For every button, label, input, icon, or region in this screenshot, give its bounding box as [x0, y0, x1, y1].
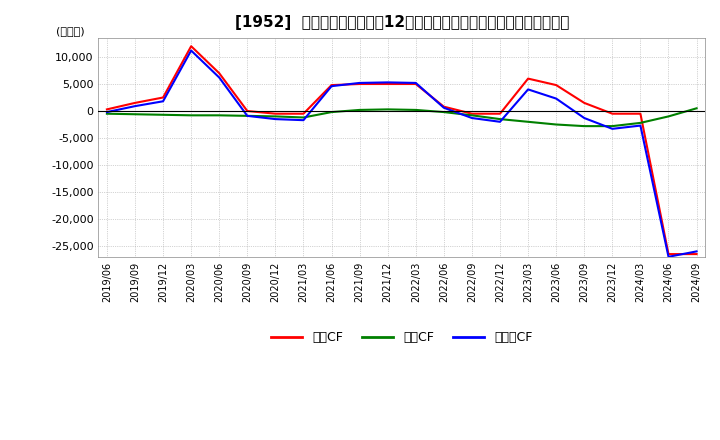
フリーCF: [186, 48, 195, 53]
営業CF: [411, 81, 420, 87]
営業CF: [383, 81, 392, 87]
投資CF: [439, 110, 448, 115]
フリーCF: [215, 75, 223, 80]
投資CF: [664, 114, 672, 119]
フリーCF: [608, 126, 616, 132]
投資CF: [102, 111, 111, 116]
フリーCF: [327, 84, 336, 89]
フリーCF: [271, 117, 279, 122]
営業CF: [355, 81, 364, 87]
フリーCF: [467, 115, 476, 121]
営業CF: [271, 111, 279, 116]
投資CF: [299, 115, 307, 120]
投資CF: [158, 112, 167, 117]
投資CF: [552, 122, 560, 127]
フリーCF: [636, 123, 644, 128]
営業CF: [186, 44, 195, 49]
フリーCF: [580, 115, 588, 121]
営業CF: [439, 104, 448, 109]
営業CF: [102, 107, 111, 112]
営業CF: [130, 100, 139, 106]
Line: 営業CF: 営業CF: [107, 46, 696, 254]
フリーCF: [158, 99, 167, 104]
Text: (百万円): (百万円): [56, 26, 85, 36]
フリーCF: [102, 110, 111, 115]
営業CF: [327, 82, 336, 88]
営業CF: [495, 111, 504, 116]
フリーCF: [664, 254, 672, 260]
投資CF: [608, 124, 616, 129]
投資CF: [215, 113, 223, 118]
投資CF: [580, 124, 588, 129]
フリーCF: [299, 117, 307, 123]
営業CF: [664, 251, 672, 257]
フリーCF: [552, 96, 560, 101]
投資CF: [327, 110, 336, 115]
営業CF: [523, 76, 532, 81]
投資CF: [186, 113, 195, 118]
営業CF: [243, 108, 251, 114]
営業CF: [580, 100, 588, 106]
Legend: 営業CF, 投資CF, フリーCF: 営業CF, 投資CF, フリーCF: [266, 326, 537, 349]
投資CF: [243, 113, 251, 118]
投資CF: [495, 117, 504, 122]
営業CF: [552, 82, 560, 88]
フリーCF: [411, 80, 420, 85]
営業CF: [215, 70, 223, 76]
フリーCF: [523, 87, 532, 92]
投資CF: [636, 120, 644, 125]
Line: フリーCF: フリーCF: [107, 51, 696, 257]
投資CF: [467, 113, 476, 118]
営業CF: [299, 111, 307, 116]
営業CF: [692, 251, 701, 257]
フリーCF: [130, 103, 139, 109]
投資CF: [271, 114, 279, 119]
Title: [1952]  キャッシュフローの12か月移動合計の対前年同期増減額の推移: [1952] キャッシュフローの12か月移動合計の対前年同期増減額の推移: [235, 15, 569, 30]
投資CF: [355, 107, 364, 113]
フリーCF: [243, 113, 251, 118]
投資CF: [411, 107, 420, 113]
営業CF: [158, 95, 167, 100]
投資CF: [523, 119, 532, 125]
Line: 投資CF: 投資CF: [107, 108, 696, 126]
営業CF: [608, 111, 616, 116]
フリーCF: [383, 80, 392, 85]
投資CF: [130, 112, 139, 117]
営業CF: [467, 111, 476, 116]
投資CF: [692, 106, 701, 111]
フリーCF: [692, 249, 701, 254]
投資CF: [383, 107, 392, 112]
フリーCF: [355, 80, 364, 85]
フリーCF: [495, 119, 504, 125]
フリーCF: [439, 105, 448, 110]
営業CF: [636, 111, 644, 116]
